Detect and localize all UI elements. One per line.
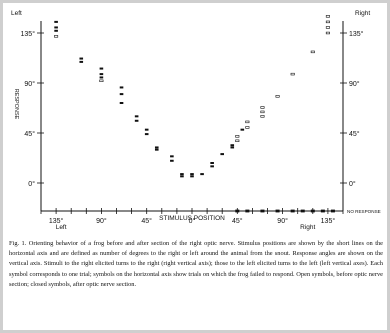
closed-symbol-point xyxy=(170,155,174,158)
closed-symbol-point xyxy=(210,162,214,164)
chart-axes xyxy=(37,21,347,214)
closed-symbol-point xyxy=(230,144,235,147)
closed-symbol-point xyxy=(99,73,104,76)
closed-symbol-point xyxy=(144,128,149,131)
closed-symbol-point xyxy=(54,26,58,29)
open-symbol-point xyxy=(260,115,265,118)
x-tick-label: 45° xyxy=(141,217,152,225)
chart-marks xyxy=(54,15,335,213)
open-symbol-point xyxy=(325,20,330,24)
closed-symbol-point xyxy=(54,20,58,23)
no-response-symbol xyxy=(320,209,325,213)
no-response-symbol xyxy=(260,209,265,213)
no-response-symbol xyxy=(245,209,250,213)
y-left-tick-label: 0° xyxy=(28,180,35,188)
corner-label-right: Right xyxy=(355,10,370,17)
x-tick-label: 45° xyxy=(232,217,243,225)
open-symbol-point xyxy=(235,139,240,142)
no-response-symbol xyxy=(310,209,315,213)
closed-symbol-point xyxy=(79,60,84,63)
open-symbol-point xyxy=(245,126,250,129)
open-symbol-point xyxy=(325,26,330,29)
x-axis-title: STIMULUS POSITION xyxy=(159,215,225,222)
closed-symbol-point xyxy=(154,146,159,149)
x-side-label-right: Right xyxy=(300,224,315,231)
corner-label-left: Left xyxy=(11,10,22,17)
x-tick-label: 135° xyxy=(49,217,64,225)
y-axis-title: RESPONSE xyxy=(13,89,19,120)
open-symbol-point xyxy=(99,79,104,82)
closed-symbol-point xyxy=(190,173,194,176)
y-left-tick-label: 135° xyxy=(21,30,36,38)
closed-symbol-point xyxy=(154,148,159,151)
closed-symbol-point xyxy=(134,119,139,122)
open-symbol-point xyxy=(310,50,315,54)
closed-symbol-point xyxy=(144,133,149,136)
no-response-symbol xyxy=(235,209,240,213)
figure-caption: Fig. 1. Orienting behavior of a frog bef… xyxy=(9,240,383,288)
y-right-tick-label: 45° xyxy=(349,130,360,138)
open-symbol-point xyxy=(325,31,330,35)
open-symbol-point xyxy=(260,110,265,114)
no-response-symbol xyxy=(275,209,280,213)
closed-symbol-point xyxy=(99,67,104,70)
closed-symbol-point xyxy=(119,102,124,104)
x-tick-label: 90° xyxy=(277,217,288,225)
open-symbol-point xyxy=(245,120,250,124)
orienting-behavior-chart: 135° 90° 45° 0° 135° 90° 45° 0° 135° 90° 45° 0° 45° 9… xyxy=(11,10,381,231)
closed-symbol-point xyxy=(180,173,184,176)
y-right-tick-label: 90° xyxy=(349,80,360,88)
open-symbol-point xyxy=(260,106,265,109)
closed-symbol-point xyxy=(230,146,235,149)
closed-symbol-point xyxy=(200,173,204,176)
closed-symbol-point xyxy=(170,159,174,162)
no-response-label: NO RESPONSE xyxy=(347,209,381,214)
closed-symbol-point xyxy=(134,115,139,118)
y-left-tick-label: 90° xyxy=(24,80,35,88)
x-side-label-left: Left xyxy=(56,224,67,231)
x-tick-label: 135° xyxy=(321,217,336,225)
closed-symbol-point xyxy=(180,175,184,178)
y-right-tick-label: 135° xyxy=(349,30,364,38)
closed-symbol-point xyxy=(54,29,58,32)
closed-symbol-point xyxy=(119,93,124,96)
closed-symbol-point xyxy=(190,175,194,178)
y-left-tick-label: 45° xyxy=(24,130,35,138)
x-tick-label: 90° xyxy=(96,217,107,225)
open-symbol-point xyxy=(325,15,330,18)
paper-page: 135° 90° 45° 0° 135° 90° 45° 0° 135° 90° 45° 0° 45° 9… xyxy=(3,3,387,330)
no-response-symbol xyxy=(290,209,295,213)
chart-labels: 135° 90° 45° 0° 135° 90° 45° 0° 135° 90° 45° 0° 45° 9… xyxy=(11,10,381,231)
open-symbol-point xyxy=(54,35,59,38)
closed-symbol-point xyxy=(99,76,104,79)
no-response-symbol xyxy=(300,209,305,213)
open-symbol-point xyxy=(290,72,295,76)
open-symbol-point xyxy=(275,95,280,98)
closed-symbol-point xyxy=(79,57,84,60)
x-tick-label: 0° xyxy=(189,217,196,225)
open-symbol-point xyxy=(235,135,240,138)
closed-symbol-point xyxy=(210,165,214,168)
closed-symbol-point xyxy=(220,153,224,156)
closed-symbol-point xyxy=(119,86,124,89)
closed-symbol-point xyxy=(240,128,245,131)
y-right-tick-label: 0° xyxy=(349,180,356,188)
no-response-symbol xyxy=(330,209,335,213)
